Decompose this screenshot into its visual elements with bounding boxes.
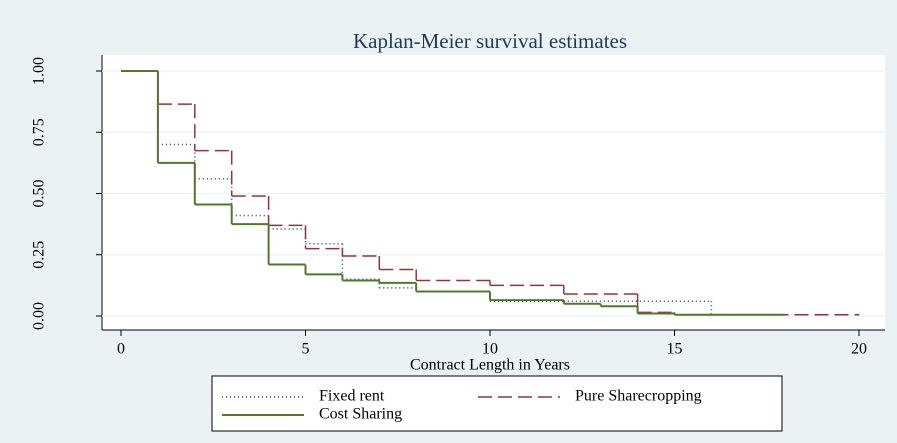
y-tick-label: 0.00: [31, 302, 48, 330]
y-tick-label: 0.75: [31, 118, 48, 146]
plot-area: [102, 55, 885, 330]
legend-label: Cost Sharing: [319, 406, 402, 423]
x-tick-label: 0: [117, 341, 125, 358]
legend: [211, 375, 783, 432]
x-tick-label: 20: [851, 341, 867, 358]
x-tick-label: 15: [667, 341, 683, 358]
y-tick-label: 0.50: [31, 180, 48, 208]
legend-label: Fixed rent: [319, 388, 385, 405]
legend-label: Pure Sharecropping: [575, 388, 702, 405]
x-tick-label: 5: [302, 341, 310, 358]
y-tick-label: 1.00: [31, 57, 48, 85]
chart-title: Kaplan-Meier survival estimates: [353, 29, 627, 53]
y-tick-label: 0.25: [31, 241, 48, 269]
x-tick-label: 10: [482, 341, 498, 358]
x-axis-label: Contract Length in Years: [410, 357, 570, 374]
